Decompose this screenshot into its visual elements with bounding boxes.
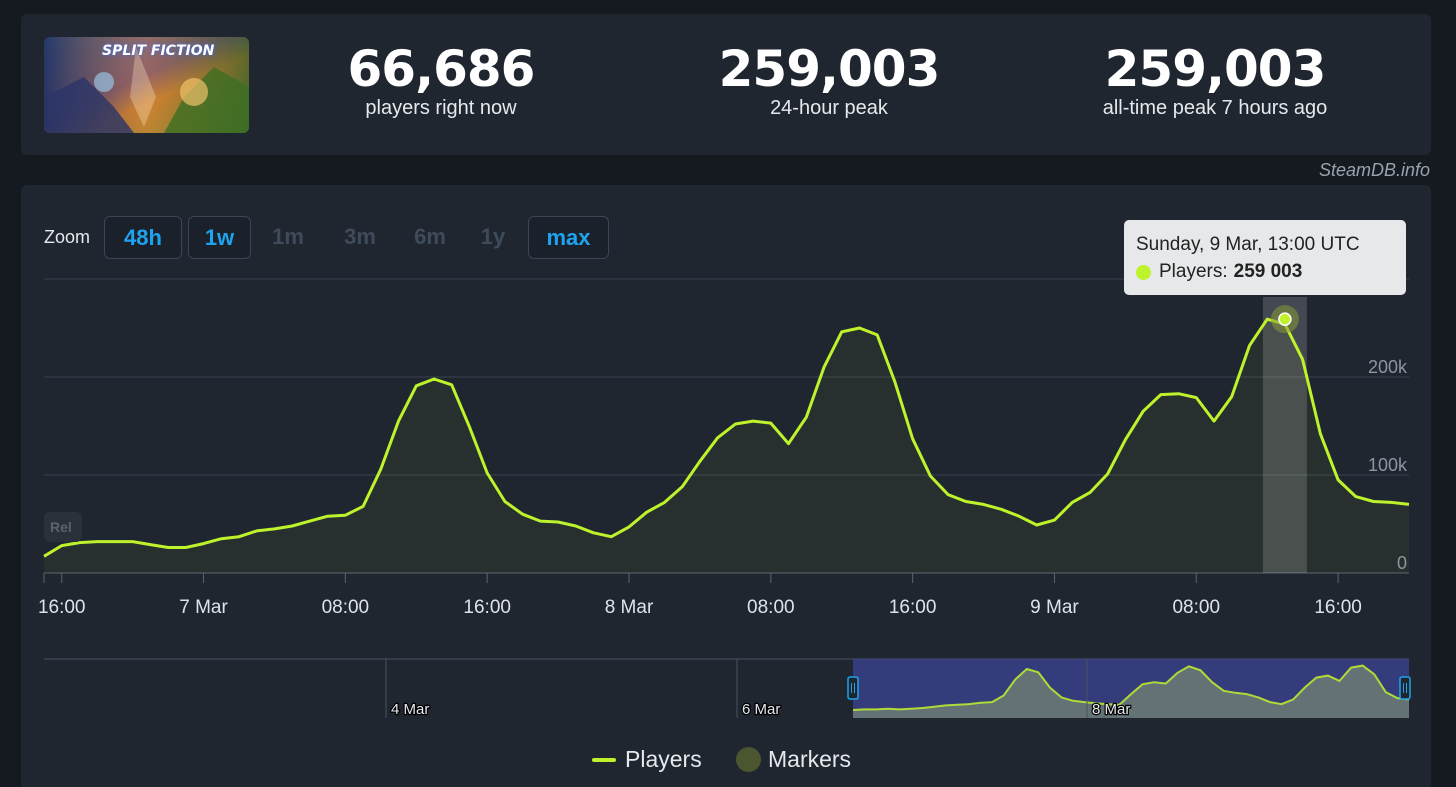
zoom-1y-button[interactable]: 1y xyxy=(480,224,506,249)
zoom-3m-button[interactable]: 3m xyxy=(344,224,376,249)
x-tick-label: 08:00 xyxy=(322,597,370,618)
x-tick-label: 08:00 xyxy=(747,597,795,618)
rel-badge-label: Rel xyxy=(50,519,72,535)
x-tick-label: 16:00 xyxy=(889,597,937,618)
legend-line-swatch xyxy=(592,757,616,762)
navigator-series-area xyxy=(853,665,1409,718)
x-tick-label: 7 Mar xyxy=(179,597,228,618)
current-players-label: players right now xyxy=(365,97,517,119)
steamdb-credit[interactable]: SteamDB.info xyxy=(1318,160,1430,180)
stats-panel: SPLIT FICTION 66,686 players right now 2… xyxy=(21,14,1431,155)
navigator-date-label: 4 Mar xyxy=(391,701,429,718)
x-tick-label: 8 Mar xyxy=(605,597,654,618)
y-tick-label: 200k xyxy=(1368,357,1408,377)
x-tick-label: 16:00 xyxy=(38,597,86,618)
legend-players[interactable]: Players xyxy=(592,746,702,773)
legend-marker-swatch xyxy=(736,747,761,772)
tooltip-row: Players: 259 003 xyxy=(1136,261,1394,283)
x-tick-label: 08:00 xyxy=(1172,597,1220,618)
tooltip-value: 259 003 xyxy=(1233,261,1303,282)
legend-players-label: Players xyxy=(625,746,702,772)
zoom-48h-button[interactable]: 48h xyxy=(104,216,182,259)
chart-tooltip: Sunday, 9 Mar, 13:00 UTC Players: 259 00… xyxy=(1124,220,1406,295)
y-tick-label: 100k xyxy=(1368,455,1408,475)
rel-badge[interactable]: Rel xyxy=(44,512,82,542)
thumbnail-title: SPLIT FICTION xyxy=(102,43,215,59)
peak-point[interactable] xyxy=(1278,312,1292,326)
navigator-series-line xyxy=(852,664,1410,711)
current-players-value: 66,686 xyxy=(347,40,536,98)
y-tick-label: 0 xyxy=(1397,553,1407,573)
zoom-max-button[interactable]: max xyxy=(528,216,609,259)
navigator-handle[interactable] xyxy=(847,676,859,700)
all-time-peak-label: all-time peak 7 hours ago xyxy=(1102,97,1328,119)
tooltip-series-dot xyxy=(1136,264,1151,280)
tooltip-date: Sunday, 9 Mar, 13:00 UTC xyxy=(1136,234,1360,255)
legend-markers-label: Markers xyxy=(768,746,852,772)
peak-24h-value: 259,003 xyxy=(718,40,941,98)
tooltip-series-label: Players: xyxy=(1159,261,1228,282)
navigator-date-label: 8 Mar xyxy=(1092,701,1130,718)
stat-current: 66,686 players right now xyxy=(318,40,564,120)
stat-all-time-peak: 259,003 all-time peak 7 hours ago xyxy=(1065,40,1365,120)
navigator[interactable]: 4 Mar 6 Mar 8 Mar xyxy=(44,658,1411,719)
players-series-line xyxy=(43,317,1410,558)
zoom-1w-button[interactable]: 1w xyxy=(188,216,251,259)
navigator-handle[interactable] xyxy=(1399,676,1411,700)
players-area-fill xyxy=(44,319,1409,573)
x-tick-label: 9 Mar xyxy=(1030,597,1079,618)
x-tick-label: 16:00 xyxy=(1314,597,1362,618)
peak-24h-label: 24-hour peak xyxy=(770,97,888,119)
zoom-label: Zoom xyxy=(44,227,91,247)
zoom-6m-button[interactable]: 6m xyxy=(414,224,446,249)
stat-24h-peak: 259,003 24-hour peak xyxy=(679,40,979,120)
legend-markers[interactable]: Markers xyxy=(736,746,851,773)
hover-highlight-band xyxy=(1262,297,1307,573)
game-thumbnail[interactable]: SPLIT FICTION xyxy=(44,37,249,133)
all-time-peak-value: 259,003 xyxy=(1104,40,1327,98)
zoom-1m-button[interactable]: 1m xyxy=(272,224,304,249)
x-tick-label: 16:00 xyxy=(463,597,511,618)
navigator-date-label: 6 Mar xyxy=(742,701,780,718)
